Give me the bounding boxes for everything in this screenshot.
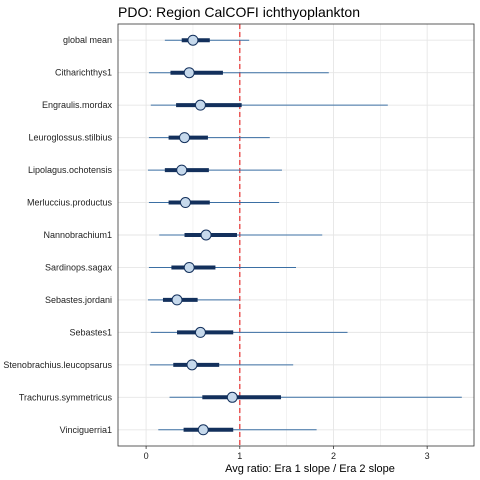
- y-tick-label: Sebastes.jordani: [45, 295, 112, 305]
- y-tick-label: Engraulis.mordax: [42, 100, 113, 110]
- x-axis-label: Avg ratio: Era 1 slope / Era 2 slope: [225, 463, 395, 475]
- median-point: [171, 294, 183, 306]
- median-point: [179, 132, 191, 144]
- y-tick-label: global mean: [63, 35, 112, 45]
- median-point: [183, 67, 195, 79]
- median-point: [194, 99, 206, 111]
- y-tick-label: Vinciguerria1: [60, 425, 112, 435]
- median-point: [186, 359, 198, 371]
- rows-layer: [147, 34, 462, 436]
- y-tick-label: Nannobrachium1: [43, 230, 112, 240]
- y-tick-label: Stenobrachius.leucopsarus: [3, 360, 112, 370]
- panel-border: [117, 23, 475, 447]
- median-point: [194, 326, 206, 338]
- y-tick-label: Lipolagus.ochotensis: [28, 165, 113, 175]
- x-tick-label: 0: [144, 451, 149, 461]
- y-tick-label: Trachurus.symmetricus: [19, 392, 113, 402]
- median-point: [179, 197, 191, 209]
- x-tick-label: 3: [425, 451, 430, 461]
- median-point: [187, 34, 199, 46]
- chart-title: PDO: Region CalCOFI ichthyoplankton: [118, 4, 360, 20]
- y-tick-label: Sardinops.sagax: [45, 262, 113, 272]
- y-tick-label: Merluccius.productus: [27, 198, 113, 208]
- median-point: [226, 391, 238, 403]
- x-tick-label: 1: [237, 451, 242, 461]
- y-tick-label: Sebastes1: [69, 327, 112, 337]
- median-point: [176, 164, 188, 176]
- median-point: [197, 424, 209, 436]
- y-tick-label: Citharichthys1: [55, 68, 112, 78]
- median-point: [183, 261, 195, 273]
- y-axis-labels: global mean Citharichthys1 Engraulis.morda…: [3, 35, 112, 435]
- x-tick-label: 2: [331, 451, 336, 461]
- x-axis-ticks: 0 1 2 3: [144, 446, 430, 461]
- y-tick-label: Leuroglossus.stilbius: [28, 133, 112, 143]
- median-point: [200, 229, 212, 241]
